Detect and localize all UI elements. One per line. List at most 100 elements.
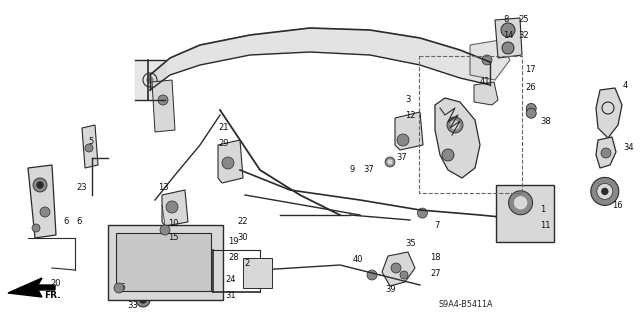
Text: 30: 30 — [237, 233, 248, 241]
Circle shape — [602, 189, 608, 194]
Circle shape — [388, 160, 392, 164]
Text: 10: 10 — [168, 219, 179, 227]
Polygon shape — [162, 190, 188, 226]
Text: 38: 38 — [540, 117, 551, 127]
Circle shape — [417, 208, 428, 218]
Circle shape — [166, 201, 178, 213]
Text: 27: 27 — [430, 269, 440, 278]
Circle shape — [596, 183, 613, 199]
Polygon shape — [150, 28, 490, 90]
Text: 8: 8 — [503, 16, 508, 25]
Text: 12: 12 — [405, 110, 415, 120]
Circle shape — [147, 77, 153, 83]
Text: 31: 31 — [225, 291, 236, 300]
Bar — [116, 233, 211, 291]
Text: 22: 22 — [237, 218, 248, 226]
Circle shape — [136, 293, 150, 307]
Circle shape — [447, 117, 463, 133]
Circle shape — [114, 283, 124, 293]
Circle shape — [385, 157, 395, 167]
Text: 17: 17 — [525, 65, 536, 75]
Text: 39: 39 — [385, 286, 396, 294]
Circle shape — [515, 197, 527, 209]
Text: 6: 6 — [76, 218, 81, 226]
Text: 4: 4 — [623, 80, 628, 90]
Polygon shape — [474, 82, 498, 105]
Text: 6: 6 — [63, 218, 68, 226]
Polygon shape — [218, 140, 243, 183]
Text: 9: 9 — [350, 166, 355, 174]
Text: 7: 7 — [434, 220, 440, 229]
Text: 34: 34 — [623, 143, 634, 152]
Text: 32: 32 — [518, 31, 529, 40]
Text: 37: 37 — [396, 152, 407, 161]
Text: 11: 11 — [540, 220, 550, 229]
Text: 24: 24 — [225, 276, 236, 285]
Text: 13: 13 — [158, 183, 168, 192]
Text: 21: 21 — [218, 123, 228, 132]
Circle shape — [40, 207, 50, 217]
Text: 33: 33 — [127, 301, 138, 310]
Circle shape — [442, 149, 454, 161]
Text: 5: 5 — [88, 137, 93, 146]
Text: 36: 36 — [115, 284, 125, 293]
Circle shape — [85, 144, 93, 152]
Polygon shape — [596, 88, 622, 138]
Polygon shape — [243, 258, 272, 288]
Circle shape — [451, 121, 459, 129]
Circle shape — [591, 177, 619, 205]
Text: 15: 15 — [168, 234, 179, 242]
Bar — [108, 225, 223, 300]
Text: 26: 26 — [525, 84, 536, 93]
Circle shape — [509, 191, 532, 215]
Text: 3: 3 — [405, 95, 410, 105]
Circle shape — [482, 55, 492, 65]
Text: 18: 18 — [430, 254, 440, 263]
Circle shape — [397, 134, 409, 146]
Circle shape — [526, 103, 536, 114]
Text: 14: 14 — [503, 31, 513, 40]
Circle shape — [140, 297, 146, 303]
Text: 20: 20 — [50, 278, 61, 287]
Polygon shape — [152, 80, 175, 132]
Circle shape — [526, 108, 536, 118]
Polygon shape — [382, 252, 415, 286]
Text: 35: 35 — [405, 240, 415, 249]
Polygon shape — [135, 60, 165, 100]
Text: 41: 41 — [480, 78, 490, 86]
Circle shape — [400, 271, 408, 279]
Text: 28: 28 — [228, 253, 239, 262]
Text: 25: 25 — [518, 16, 529, 25]
Circle shape — [222, 157, 234, 169]
Text: FR.: FR. — [44, 292, 61, 300]
Text: 19: 19 — [228, 238, 239, 247]
Circle shape — [37, 182, 43, 188]
Circle shape — [158, 95, 168, 105]
Polygon shape — [470, 40, 510, 80]
Polygon shape — [28, 165, 56, 238]
Polygon shape — [8, 278, 55, 297]
Text: S9A4-B5411A: S9A4-B5411A — [438, 300, 493, 309]
Circle shape — [502, 42, 514, 54]
Polygon shape — [82, 125, 98, 168]
Circle shape — [501, 23, 515, 37]
Text: 1: 1 — [540, 205, 545, 214]
Circle shape — [33, 178, 47, 192]
Text: 23: 23 — [76, 183, 86, 192]
Text: 2: 2 — [244, 258, 249, 268]
Text: 29: 29 — [218, 138, 228, 147]
Text: 37: 37 — [363, 166, 374, 174]
Circle shape — [391, 263, 401, 273]
Circle shape — [367, 270, 377, 280]
Bar — [496, 185, 554, 242]
Circle shape — [601, 148, 611, 158]
Circle shape — [32, 224, 40, 232]
Polygon shape — [495, 18, 522, 58]
Text: 40: 40 — [353, 256, 364, 264]
Text: 16: 16 — [612, 201, 623, 210]
Polygon shape — [596, 137, 616, 168]
Polygon shape — [395, 112, 423, 150]
Bar — [419, 56, 522, 193]
Polygon shape — [435, 98, 480, 178]
Circle shape — [160, 225, 170, 235]
